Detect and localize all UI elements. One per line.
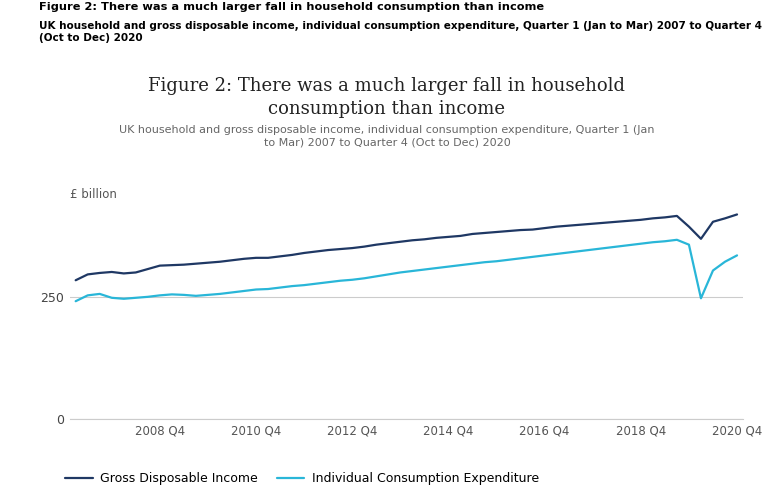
Individual Consumption Expenditure bbox=[444, 263, 453, 269]
Individual Consumption Expenditure bbox=[673, 237, 682, 243]
Text: UK household and gross disposable income, individual consumption expenditure, Qu: UK household and gross disposable income… bbox=[39, 21, 762, 43]
Gross Disposable Income bbox=[311, 249, 320, 254]
Gross Disposable Income bbox=[83, 271, 92, 277]
Individual Consumption Expenditure bbox=[71, 298, 80, 304]
Gross Disposable Income bbox=[480, 230, 489, 236]
Text: £ billion: £ billion bbox=[70, 188, 117, 201]
Individual Consumption Expenditure bbox=[576, 248, 585, 254]
Individual Consumption Expenditure bbox=[480, 259, 489, 265]
Gross Disposable Income bbox=[504, 228, 513, 234]
Individual Consumption Expenditure bbox=[732, 252, 741, 258]
Individual Consumption Expenditure bbox=[504, 257, 513, 263]
Individual Consumption Expenditure bbox=[83, 292, 92, 298]
Individual Consumption Expenditure bbox=[311, 280, 320, 286]
Gross Disposable Income bbox=[71, 277, 80, 283]
Text: UK household and gross disposable income, individual consumption expenditure, Qu: UK household and gross disposable income… bbox=[119, 125, 655, 148]
Line: Individual Consumption Expenditure: Individual Consumption Expenditure bbox=[76, 240, 737, 301]
Text: Figure 2: There was a much larger fall in household
consumption than income: Figure 2: There was a much larger fall i… bbox=[149, 77, 625, 118]
Gross Disposable Income bbox=[576, 222, 585, 228]
Gross Disposable Income bbox=[732, 212, 741, 218]
Gross Disposable Income bbox=[444, 234, 453, 240]
Line: Gross Disposable Income: Gross Disposable Income bbox=[76, 215, 737, 280]
Legend: Gross Disposable Income, Individual Consumption Expenditure: Gross Disposable Income, Individual Cons… bbox=[60, 467, 544, 490]
Text: Figure 2: There was a much larger fall in household consumption than income: Figure 2: There was a much larger fall i… bbox=[39, 2, 544, 12]
